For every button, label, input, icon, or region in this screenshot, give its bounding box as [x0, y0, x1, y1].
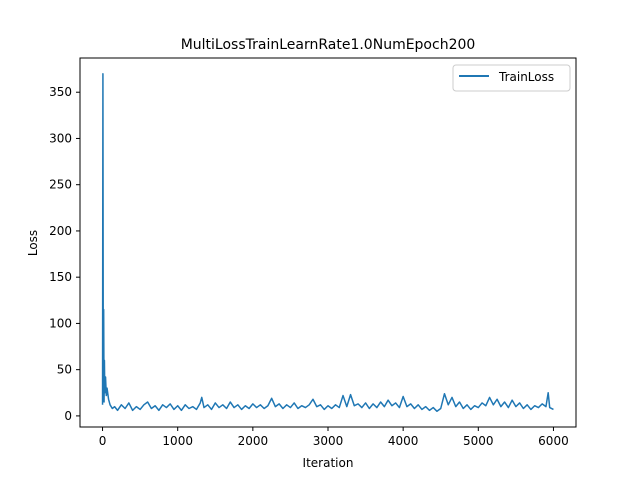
chart-title: MultiLossTrainLearnRate1.0NumEpoch200 — [181, 37, 476, 53]
x-tick-label: 2000 — [238, 434, 269, 448]
y-tick-label: 0 — [64, 409, 72, 423]
x-axis-label: Iteration — [303, 456, 354, 470]
y-tick-label: 300 — [49, 131, 72, 145]
x-tick-label: 3000 — [313, 434, 344, 448]
legend-box — [452, 64, 571, 92]
x-tick-label: 5000 — [463, 434, 494, 448]
x-tick-label: 4000 — [388, 434, 419, 448]
y-tick-label: 150 — [49, 270, 72, 284]
y-tick-label: 200 — [49, 224, 72, 238]
x-tick-label: 0 — [99, 434, 107, 448]
x-tick-label: 1000 — [162, 434, 193, 448]
y-tick-label: 350 — [49, 85, 72, 99]
legend: TrainLoss — [452, 64, 571, 92]
x-axis: 0 1000 2000 3000 4000 5000 6000 — [99, 427, 569, 448]
y-axis: 0 50 100 150 200 250 300 350 — [49, 85, 80, 423]
series-line-0 — [101, 72, 554, 413]
y-axis-label: Loss — [26, 230, 40, 256]
y-tick-label: 250 — [49, 178, 72, 192]
series-layer — [101, 72, 554, 413]
x-tick-label: 6000 — [538, 434, 569, 448]
y-tick-label: 100 — [49, 316, 72, 330]
y-tick-label: 50 — [57, 363, 72, 377]
legend-label: TrainLoss — [498, 70, 554, 84]
